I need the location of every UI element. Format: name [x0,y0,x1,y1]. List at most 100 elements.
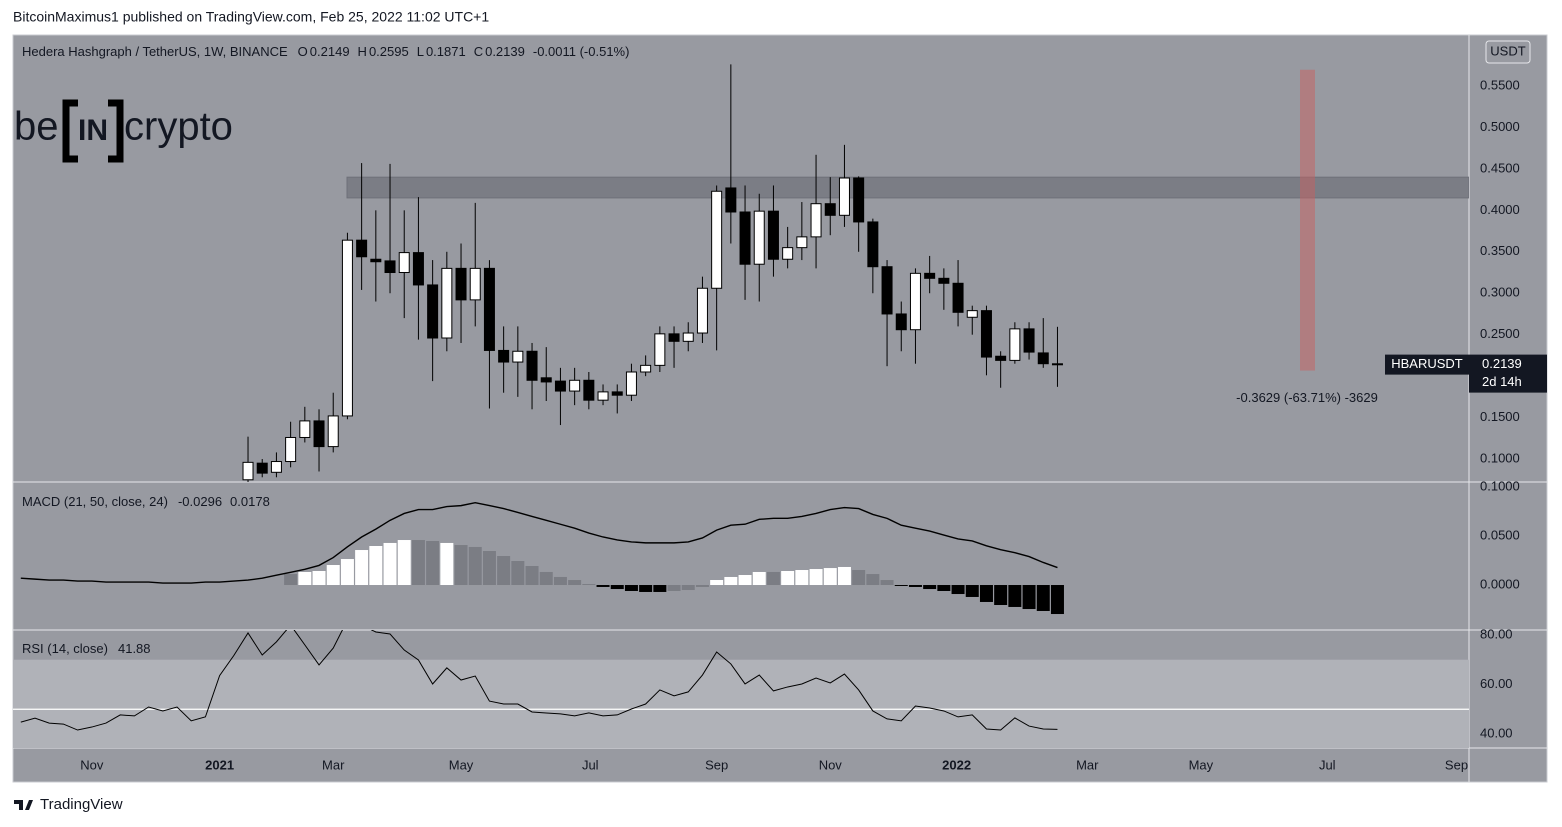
x-tick-label: Nov [80,757,104,772]
x-tick-label: Mar [1076,757,1099,772]
legend: Hedera Hashgraph / TetherUS, 1W, BINANCE… [22,44,629,59]
logo-text: be [14,105,59,149]
histogram-bar [411,540,425,586]
candle-body [696,287,708,334]
histogram-bar [468,546,482,586]
candle-body [796,236,808,249]
histogram-bar [440,542,454,586]
legend-value: 41.88 [118,641,151,656]
candle-body [739,211,751,265]
histogram-bar [639,585,653,592]
histogram-bar [752,571,766,586]
histogram-bar [596,585,610,587]
y-tick-label: 0.5000 [1480,119,1520,134]
chart-frame [12,34,1548,783]
candle-body [867,221,879,268]
resistance-zone [346,176,1469,199]
legend-value: 0.2149 [310,44,350,59]
logo-text: IN [78,114,108,147]
candle-body [654,333,666,366]
histogram-bar [1050,585,1064,615]
histogram-bar [284,574,298,586]
candle-body [1009,328,1021,361]
histogram-bar [866,574,880,586]
histogram-bar [553,576,567,586]
candle-body [270,461,282,473]
y-tick-label: 0.1500 [1480,409,1520,424]
currency-label: USDT [1490,43,1525,58]
candle-body [526,350,538,381]
candle-body [838,177,850,216]
x-tick-label: Sep [705,757,728,772]
x-tick-label: Jul [582,757,599,772]
y-tick-label: 60.00 [1480,676,1513,691]
countdown: 2d 14h [1482,374,1522,389]
x-tick-label: May [449,757,474,772]
histogram-bar [965,585,979,597]
rsi-pane [13,630,1469,748]
candle-body [299,420,311,438]
legend-value: -0.0296 [178,494,222,509]
histogram-bar [795,570,809,586]
candle-body [966,310,978,318]
candle-body [909,272,921,331]
logo: be IN crypto [14,99,233,163]
y-tick-label: 0.4500 [1480,160,1520,175]
rsi-band [13,659,1469,748]
histogram-bar [809,569,823,586]
candle-body [242,461,254,481]
logo-bracket [62,99,78,163]
price-tag [1469,354,1547,393]
histogram-bar [852,570,866,586]
candle-body [668,333,680,342]
footer: TradingView [14,796,123,813]
candle-body [753,210,765,265]
histogram-bar [837,566,851,586]
candle-body [370,258,382,263]
candle-body [341,239,353,417]
histogram-bar [369,546,383,586]
histogram-bar [582,584,596,586]
y-tick-label: 0.2500 [1480,326,1520,341]
candle-body [356,239,368,258]
candle-body [881,266,893,315]
histogram-bar [880,580,894,586]
candle-body [640,364,652,373]
histogram-bar [724,576,738,586]
candle-body [611,391,623,396]
legend-value: 0.0178 [230,494,270,509]
legend-change: -0.0011 (-0.51%) [533,44,630,59]
candle-body [853,177,865,223]
candle-body [313,420,325,448]
histogram-bar [624,585,638,591]
y-tick-label: 80.00 [1480,626,1513,641]
candle-body [682,332,694,342]
legend: MACD (21, 50, close, 24) -0.0296 0.0178 [22,494,270,509]
histogram-bar [326,565,340,586]
y-tick-label: 0.0000 [1480,576,1520,591]
candle-body [540,377,552,383]
candle-body [569,379,581,392]
candle-body [980,310,992,358]
candle-body [512,350,524,363]
candle-body [1037,352,1049,365]
legend-value: 0.1871 [426,44,466,59]
candle-body [455,267,467,301]
histogram-bar [908,585,922,587]
candle-body [995,355,1007,361]
histogram-bar [1022,585,1036,610]
histogram-bar [951,585,965,595]
logo-text: crypto [124,105,233,149]
candle-body [767,210,779,260]
candle-body [597,391,609,401]
histogram-bar [994,585,1008,606]
legend-title: MACD (21, 50, close, 24) [22,494,168,509]
histogram-bar [426,541,440,586]
price-pane [242,64,1469,482]
candle-body [810,203,822,238]
histogram-bar [497,556,511,586]
histogram-bar [298,571,312,586]
candle-body [441,267,453,339]
histogram-bar [525,565,539,586]
